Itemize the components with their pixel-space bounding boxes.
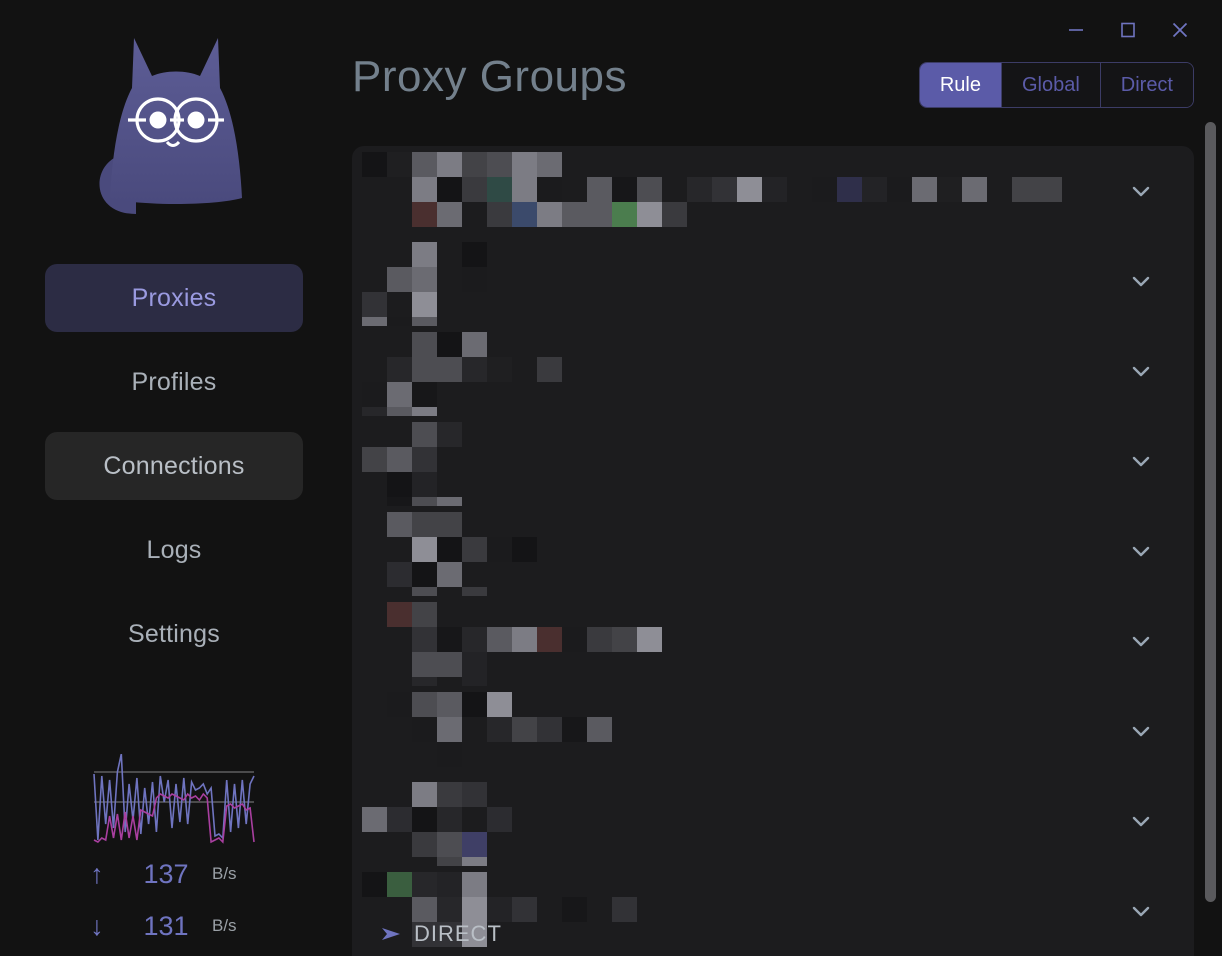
sidebar-item-logs[interactable]: Logs: [45, 516, 303, 584]
censored-group-content: [387, 692, 612, 767]
sidebar-item-proxies[interactable]: Proxies: [45, 264, 303, 332]
sidebar-item-connections[interactable]: Connections: [45, 432, 303, 500]
minimize-button[interactable]: [1054, 12, 1098, 48]
download-speed-row: ↓ 131 B/s: [74, 904, 274, 948]
censored-group-content: [362, 152, 1062, 227]
sidebar-item-settings[interactable]: Settings: [45, 600, 303, 668]
sidebar-item-label: Logs: [146, 535, 202, 564]
chevron-down-icon[interactable]: [1126, 266, 1156, 296]
main-area: Proxy Groups Rule Global Direct: [348, 0, 1222, 956]
chevron-down-icon[interactable]: [1126, 356, 1156, 386]
mode-selector: Rule Global Direct: [918, 62, 1194, 108]
window-controls: [1054, 12, 1202, 48]
proxy-group-row[interactable]: [352, 686, 1194, 776]
upload-speed-unit: B/s: [212, 864, 237, 883]
proxy-group-row[interactable]: [352, 596, 1194, 686]
close-icon: [1172, 22, 1188, 38]
direct-entry-label: DIRECT: [414, 921, 502, 946]
chevron-down-icon[interactable]: [1126, 446, 1156, 476]
mode-button-global[interactable]: Global: [1000, 63, 1100, 107]
maximize-button[interactable]: [1106, 12, 1150, 48]
sidebar-item-label: Profiles: [131, 367, 217, 396]
maximize-icon: [1121, 22, 1135, 38]
traffic-sparkline-chart: [93, 754, 255, 844]
mode-label: Global: [1021, 73, 1080, 96]
proxy-group-row[interactable]: [352, 776, 1194, 866]
censored-group-content: [362, 782, 512, 866]
chevron-down-icon[interactable]: [1126, 716, 1156, 746]
close-button[interactable]: [1158, 12, 1202, 48]
sidebar-item-label: Settings: [128, 619, 220, 648]
proxy-group-list: [352, 146, 1194, 956]
sidebar-item-label: Connections: [103, 451, 245, 480]
censored-group-content: [362, 332, 562, 416]
proxy-group-row[interactable]: [352, 416, 1194, 506]
download-speed-value: 131: [143, 910, 189, 941]
mode-label: Direct: [1120, 73, 1173, 96]
upload-speed-value: 137: [143, 858, 189, 889]
proxy-group-row[interactable]: [352, 236, 1194, 326]
censored-group-content: [387, 512, 537, 596]
proxy-groups-panel: DIRECT: [352, 146, 1194, 956]
proxy-group-row[interactable]: [352, 326, 1194, 416]
sidebar-item-label: Proxies: [131, 283, 217, 312]
sidebar-nav: Proxies Profiles Connections Logs Settin…: [45, 264, 303, 684]
chevron-down-icon[interactable]: [1126, 536, 1156, 566]
scrollbar-track[interactable]: [1205, 122, 1216, 934]
proxy-group-row[interactable]: [352, 506, 1194, 596]
chevron-down-icon[interactable]: [1126, 176, 1156, 206]
chevron-down-icon[interactable]: [1126, 626, 1156, 656]
page-title: Proxy Groups: [352, 52, 627, 101]
scrollbar-thumb[interactable]: [1205, 122, 1216, 902]
mode-label: Rule: [939, 73, 981, 96]
censored-group-content: [387, 602, 662, 686]
mode-button-rule[interactable]: Rule: [919, 63, 1001, 107]
sidebar: Proxies Profiles Connections Logs Settin…: [0, 0, 348, 956]
censored-group-content: [362, 242, 487, 326]
cat-with-glasses-logo-icon: [99, 38, 242, 214]
title-bar[interactable]: [348, 0, 1222, 58]
send-arrow-icon: [380, 926, 414, 942]
app-logo: [74, 18, 274, 218]
upload-arrow-icon: ↑: [90, 858, 104, 889]
page-header: Proxy Groups Rule Global Direct: [352, 52, 1194, 132]
proxy-group-row[interactable]: [352, 146, 1194, 236]
minimize-icon: [1069, 29, 1083, 31]
upload-speed-row: ↑ 137 B/s: [74, 852, 274, 896]
sidebar-item-profiles[interactable]: Profiles: [45, 348, 303, 416]
chevron-down-icon[interactable]: [1126, 896, 1156, 926]
traffic-stats: ↑ 137 B/s ↓ 131 B/s: [0, 754, 348, 948]
chevron-down-icon[interactable]: [1126, 806, 1156, 836]
download-arrow-icon: ↓: [90, 910, 104, 941]
download-speed-unit: B/s: [212, 916, 237, 935]
direct-entry-row[interactable]: DIRECT: [352, 912, 1194, 956]
mode-button-direct[interactable]: Direct: [1099, 63, 1193, 107]
censored-group-content: [362, 422, 462, 506]
